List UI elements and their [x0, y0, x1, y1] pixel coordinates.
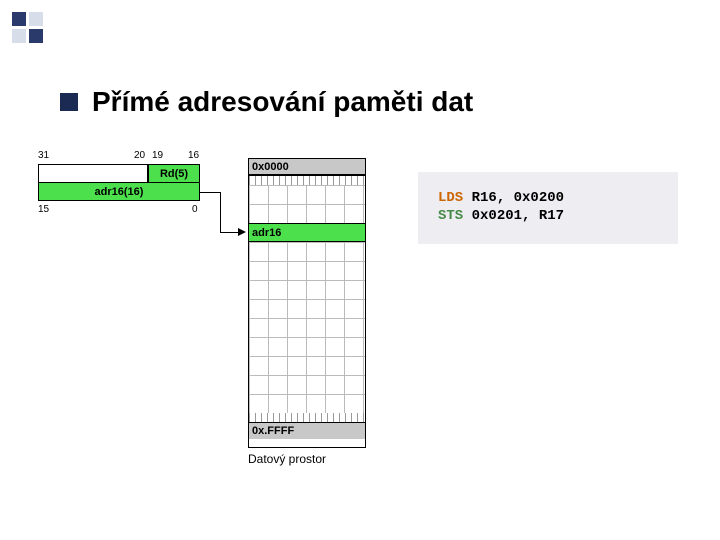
- code-example: LDS R16, 0x0200 STS 0x0201, R17: [418, 172, 678, 244]
- addressing-diagram: 31 20 19 16 Rd(5) 15 0 adr16(16) 0x0000 …: [38, 158, 438, 488]
- bit-label: 31: [38, 150, 49, 161]
- memory-hatch: [249, 175, 365, 185]
- operands: 0x0201, R17: [472, 208, 564, 224]
- memory-hatch: [249, 413, 365, 423]
- decor-sq: [12, 12, 26, 26]
- memory-end-label: 0x.FFFF: [249, 423, 365, 439]
- instruction-word: 31 20 19 16 Rd(5) 15 0 adr16(16): [38, 164, 200, 201]
- code-line: LDS R16, 0x0200: [438, 190, 658, 208]
- bit-label: 20: [134, 150, 145, 161]
- rd-field: Rd(5): [148, 164, 200, 183]
- opcode-field: [38, 164, 148, 183]
- operands: R16, 0x0200: [472, 190, 564, 206]
- bullet-icon: [60, 93, 78, 111]
- bit-label: 16: [188, 150, 199, 161]
- page-title: Přímé adresování paměti dat: [92, 86, 473, 118]
- decor-sq: [29, 29, 43, 43]
- memory-block: 0x0000 adr16 0x.FFFF: [248, 158, 366, 448]
- arrow-segment: [220, 192, 221, 232]
- memory-target-row: adr16: [249, 223, 365, 242]
- heading: Přímé adresování paměti dat: [60, 86, 473, 118]
- memory-caption: Datový prostor: [248, 452, 326, 466]
- adr16-field: adr16(16): [38, 182, 200, 201]
- mnemonic: STS: [438, 208, 463, 224]
- bit-label: 19: [152, 150, 163, 161]
- bit-label: 0: [192, 204, 198, 215]
- bit-label: 15: [38, 204, 49, 215]
- corner-decor: [12, 12, 43, 43]
- mnemonic: LDS: [438, 190, 463, 206]
- arrowhead-icon: [238, 228, 246, 236]
- arrow-segment: [200, 192, 220, 193]
- arrow-segment: [220, 232, 240, 233]
- memory-grid: [249, 242, 365, 413]
- memory-grid: [249, 185, 365, 223]
- code-line: STS 0x0201, R17: [438, 208, 658, 226]
- decor-sq: [29, 12, 43, 26]
- decor-sq: [12, 29, 26, 43]
- memory-start-label: 0x0000: [249, 159, 365, 175]
